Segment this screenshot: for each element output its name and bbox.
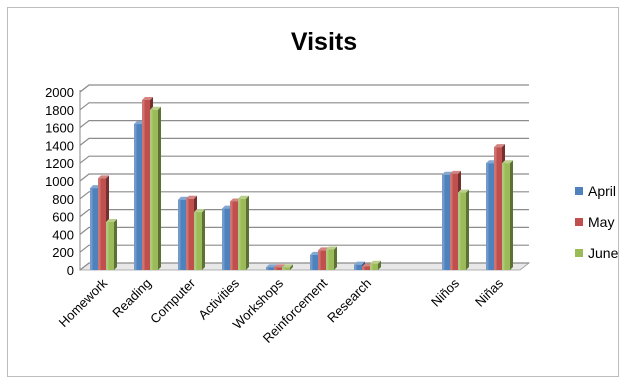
gridline [79,102,529,111]
y-axis: 0 200 400 600 800 1000 1200 1400 1600 1800 2000 [45,85,74,278]
y-tick-label: 200 [52,245,74,260]
gridline [79,155,529,164]
y-tick-label: 600 [52,210,74,225]
y-tick-label: 1600 [45,121,74,136]
x-tick-label: Niños [428,275,462,309]
legend-swatch [575,249,583,257]
x-tick-label: Niñas [472,275,506,309]
y-tick-label: 1800 [45,103,74,118]
legend-item-june: June [575,245,619,261]
gridline [79,226,529,235]
x-tick-label: Research [324,276,374,326]
bar-june [502,160,513,270]
y-tick-label: 0 [67,263,74,278]
bar-june [106,218,117,270]
bar-june [370,260,381,270]
legend-label: June [588,245,619,261]
y-tick-label: 1000 [45,174,74,189]
y-tick-label: 400 [52,227,74,242]
x-axis: Homework ReadingComputerActivitiesWorksho… [56,275,507,346]
x-tick-label: Computer [147,275,198,326]
y-tick-label: 2000 [45,85,74,100]
legend-item-april: April [575,183,616,199]
bar-june [150,106,161,270]
legend: April May June [575,183,619,261]
grid-lines [79,84,529,271]
y-tick-label: 800 [52,192,74,207]
legend-item-may: May [575,214,614,230]
gridline [79,191,529,200]
gridline [79,84,529,93]
legend-swatch [575,187,583,195]
chart-title: Visits [291,28,357,56]
chart-frame: Visits 0 200 400 600 800 1000 1200 1400 1600 1800… [7,7,619,377]
legend-swatch [575,218,583,226]
legend-label: April [588,183,616,199]
gridline [79,262,529,271]
gridline [79,173,529,182]
gridline [79,137,529,146]
gridline [79,209,529,218]
x-tick-label: Reading [109,276,154,321]
y-tick-label: 1200 [45,156,74,171]
bar-june [326,246,337,270]
x-tick-label: Homework [56,275,111,330]
bar-june [194,209,205,270]
bar-june [458,189,469,270]
bar-june [282,264,293,270]
gridline [79,244,529,253]
visits-chart: Visits 0 200 400 600 800 1000 1200 1400 1600 1800… [45,28,619,346]
gridline [79,119,529,129]
legend-label: May [588,214,614,230]
bar-june [238,195,249,270]
y-tick-label: 1400 [45,138,74,153]
bars [90,97,513,270]
